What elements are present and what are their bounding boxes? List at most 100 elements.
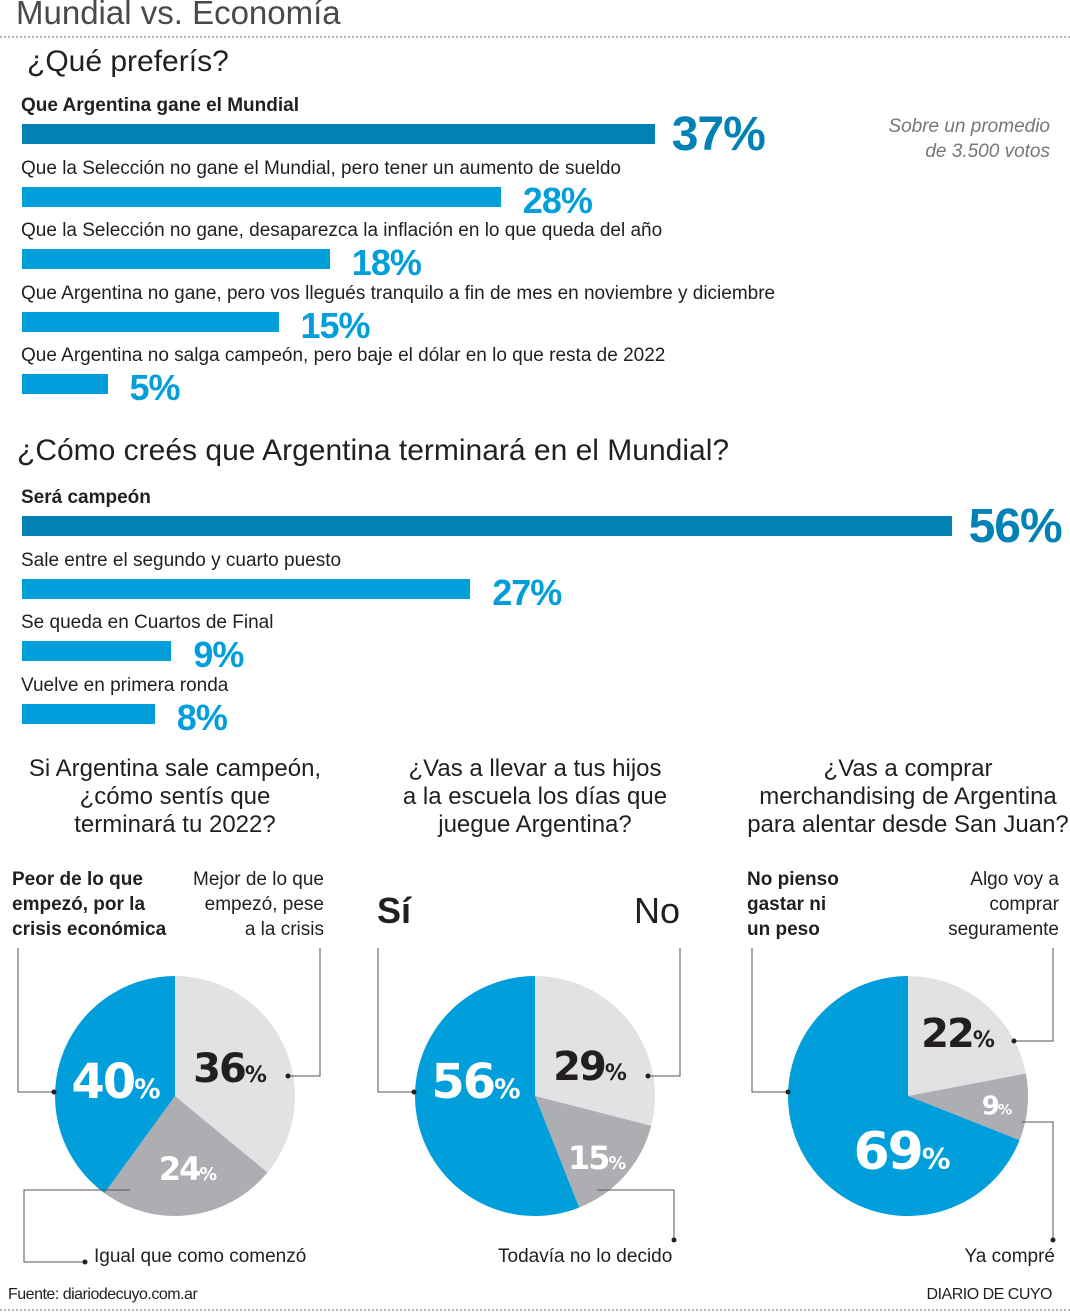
divider [0,1309,1070,1311]
bar-value-label: 28% [522,179,593,221]
chart2-title: ¿Cómo creés que Argentina terminará en e… [17,434,730,467]
pie-title: ¿Vas a llevar a tus hijos a la escuela lo… [360,755,710,839]
pie-slice [908,1073,1028,1141]
slice-value-label: 40% [71,1054,160,1110]
label-line: empezó, pese [204,894,324,915]
pie-title: ¿Vas a comprar merchandising de Argentina… [733,755,1070,839]
leader-dot [285,1073,291,1079]
slice-label: Ya compré [965,1244,1055,1269]
note-line: de 3.500 votos [925,141,1050,162]
bar-value-label: 8% [176,696,228,738]
label-line: comprar [989,894,1059,915]
bar-label: Que Argentina no salga campeón, pero baj… [21,345,666,366]
bar-label: Será campeón [21,487,151,508]
divider [0,36,1070,38]
chart1-note: Sobre un promedio de 3.500 votos [888,114,1050,164]
title-line: Si Argentina sale campeón, [28,755,322,782]
leader-dot [411,1089,417,1095]
label-line: Ya compré [964,1246,1055,1267]
title-line: juegue Argentina? [438,811,632,838]
title-line: ¿Vas a comprar [823,755,993,782]
note-line: Sobre un promedio [888,116,1050,137]
bar-value-label: 18% [351,242,422,283]
leader-line [288,948,321,1077]
slice-label: Todavía no lo decido [498,1244,672,1269]
label-line: gastar ni [747,894,827,915]
pie-title: Si Argentina sale campeón, ¿cómo sentís q… [0,755,350,839]
slice-label: Igual que como comenzó [94,1244,306,1269]
leader-line [597,1189,675,1240]
slice-value-label: 24% [159,1150,218,1188]
bar-label: Que Argentina no gane, pero vos llegués … [21,282,776,304]
leader-dot [1011,1038,1017,1044]
bar-value-label: 15% [300,304,371,346]
label-line: un peso [747,919,820,940]
pie-slice [788,976,1020,1217]
leader-line [377,948,414,1093]
bar-value-label: 27% [492,571,562,613]
bar-label: Que la Selección no gane, desaparezca la… [21,220,663,241]
pie-slice [414,976,580,1217]
label-line: crisis económica [12,919,167,940]
chart1-title: ¿Qué preferís? [27,45,229,78]
label-line: Algo voy a [970,869,1059,890]
label-line: seguramente [948,919,1059,940]
title-line: terminará tu 2022? [74,811,276,838]
pie-slice [55,976,175,1194]
label-line: a la crisis [244,919,324,940]
label-line: No [633,890,680,931]
leader-dot [671,1237,677,1243]
source: Fuente: diariodecuyo.com.ar [8,1286,198,1303]
page-title: Mundial vs. Economía [16,0,341,31]
title-line: ¿Vas a llevar a tus hijos [408,755,662,782]
bar [22,374,108,394]
bar-label: Vuelve en primera ronda [21,674,229,696]
slice-label: No pienso gastar ni un peso [747,867,839,942]
slice-label: Sí [377,890,411,932]
brand: DIARIO DE CUYO [926,1286,1053,1303]
label-line: Sí [377,890,412,931]
bar [22,578,471,599]
bar-label: Se queda en Cuartos de Final [21,612,274,633]
slice-value-label: 15% [568,1139,627,1177]
title-line: merchandising de Argentina [759,783,1057,810]
bar-label: Que la Selección no gane el Mundial, per… [21,157,621,179]
title-line: para alentar desde San Juan? [747,811,1069,838]
label-line: Peor de lo que [12,869,143,890]
bar [22,249,330,269]
slice-value-label: 9% [982,1092,1012,1122]
pie-slice [535,1096,652,1208]
leader-dot [51,1089,57,1095]
slice-value-label: 36% [193,1046,267,1092]
bar-value-label: 5% [129,367,181,408]
bar-label: Sale entre el segundo y cuarto puesto [21,549,342,571]
slice-label: Algo voy a comprar seguramente [948,867,1059,942]
slice-value-label: 22% [921,1011,995,1057]
bar [22,311,279,332]
slice-label: Peor de lo que empezó, por la crisis econó… [12,867,166,942]
leader-dot [82,1259,88,1265]
leader-dot [785,1089,791,1095]
bar [22,703,155,724]
leader-line [1022,1121,1054,1240]
label-line: No pienso [747,869,839,890]
leader-line [23,1189,130,1263]
leader-dot [645,1073,651,1079]
pie-slice [175,976,295,1173]
pie-slice [535,976,655,1126]
slice-value-label: 29% [553,1044,627,1090]
bar-value-label: 56% [968,500,1063,553]
bar [22,641,172,661]
pie-slice [104,1096,268,1216]
slice-value-label: 56% [431,1054,520,1110]
leader-line [751,948,788,1093]
leader-dot [1050,1237,1056,1243]
leader-line [1014,948,1054,1042]
bar [22,124,655,144]
label-line: Mejor de lo que [193,869,324,890]
leader-line [648,948,681,1077]
bar-label: Que Argentina gane el Mundial [21,95,299,116]
label-line: Igual que como comenzó [94,1246,307,1267]
